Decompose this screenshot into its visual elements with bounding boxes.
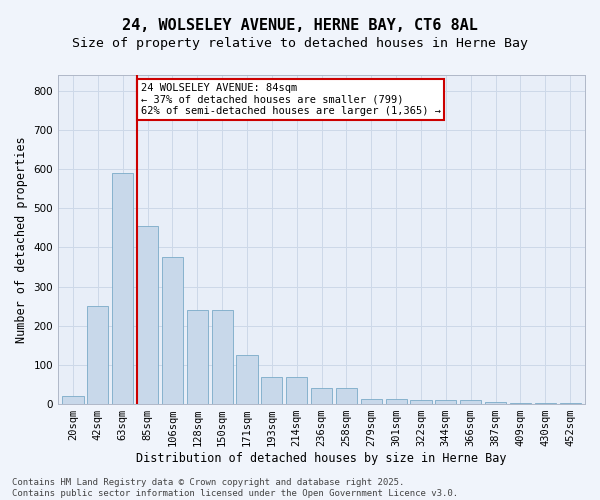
Bar xyxy=(410,400,431,404)
Bar xyxy=(435,400,457,404)
Bar xyxy=(137,226,158,404)
Text: 24 WOLSELEY AVENUE: 84sqm
← 37% of detached houses are smaller (799)
62% of semi: 24 WOLSELEY AVENUE: 84sqm ← 37% of detac… xyxy=(140,83,440,116)
Bar xyxy=(460,400,481,404)
Y-axis label: Number of detached properties: Number of detached properties xyxy=(15,136,28,343)
Text: Contains HM Land Registry data © Crown copyright and database right 2025.
Contai: Contains HM Land Registry data © Crown c… xyxy=(12,478,458,498)
Bar xyxy=(311,388,332,404)
Bar xyxy=(336,388,357,404)
Text: 24, WOLSELEY AVENUE, HERNE BAY, CT6 8AL: 24, WOLSELEY AVENUE, HERNE BAY, CT6 8AL xyxy=(122,18,478,32)
Bar xyxy=(261,378,283,404)
X-axis label: Distribution of detached houses by size in Herne Bay: Distribution of detached houses by size … xyxy=(136,452,507,465)
Bar xyxy=(485,402,506,404)
Bar xyxy=(187,310,208,404)
Bar xyxy=(162,257,183,404)
Bar xyxy=(286,378,307,404)
Bar xyxy=(212,310,233,404)
Bar xyxy=(236,355,257,404)
Bar xyxy=(361,400,382,404)
Bar xyxy=(87,306,109,404)
Bar xyxy=(62,396,83,404)
Text: Size of property relative to detached houses in Herne Bay: Size of property relative to detached ho… xyxy=(72,38,528,51)
Bar xyxy=(112,173,133,404)
Bar xyxy=(386,400,407,404)
